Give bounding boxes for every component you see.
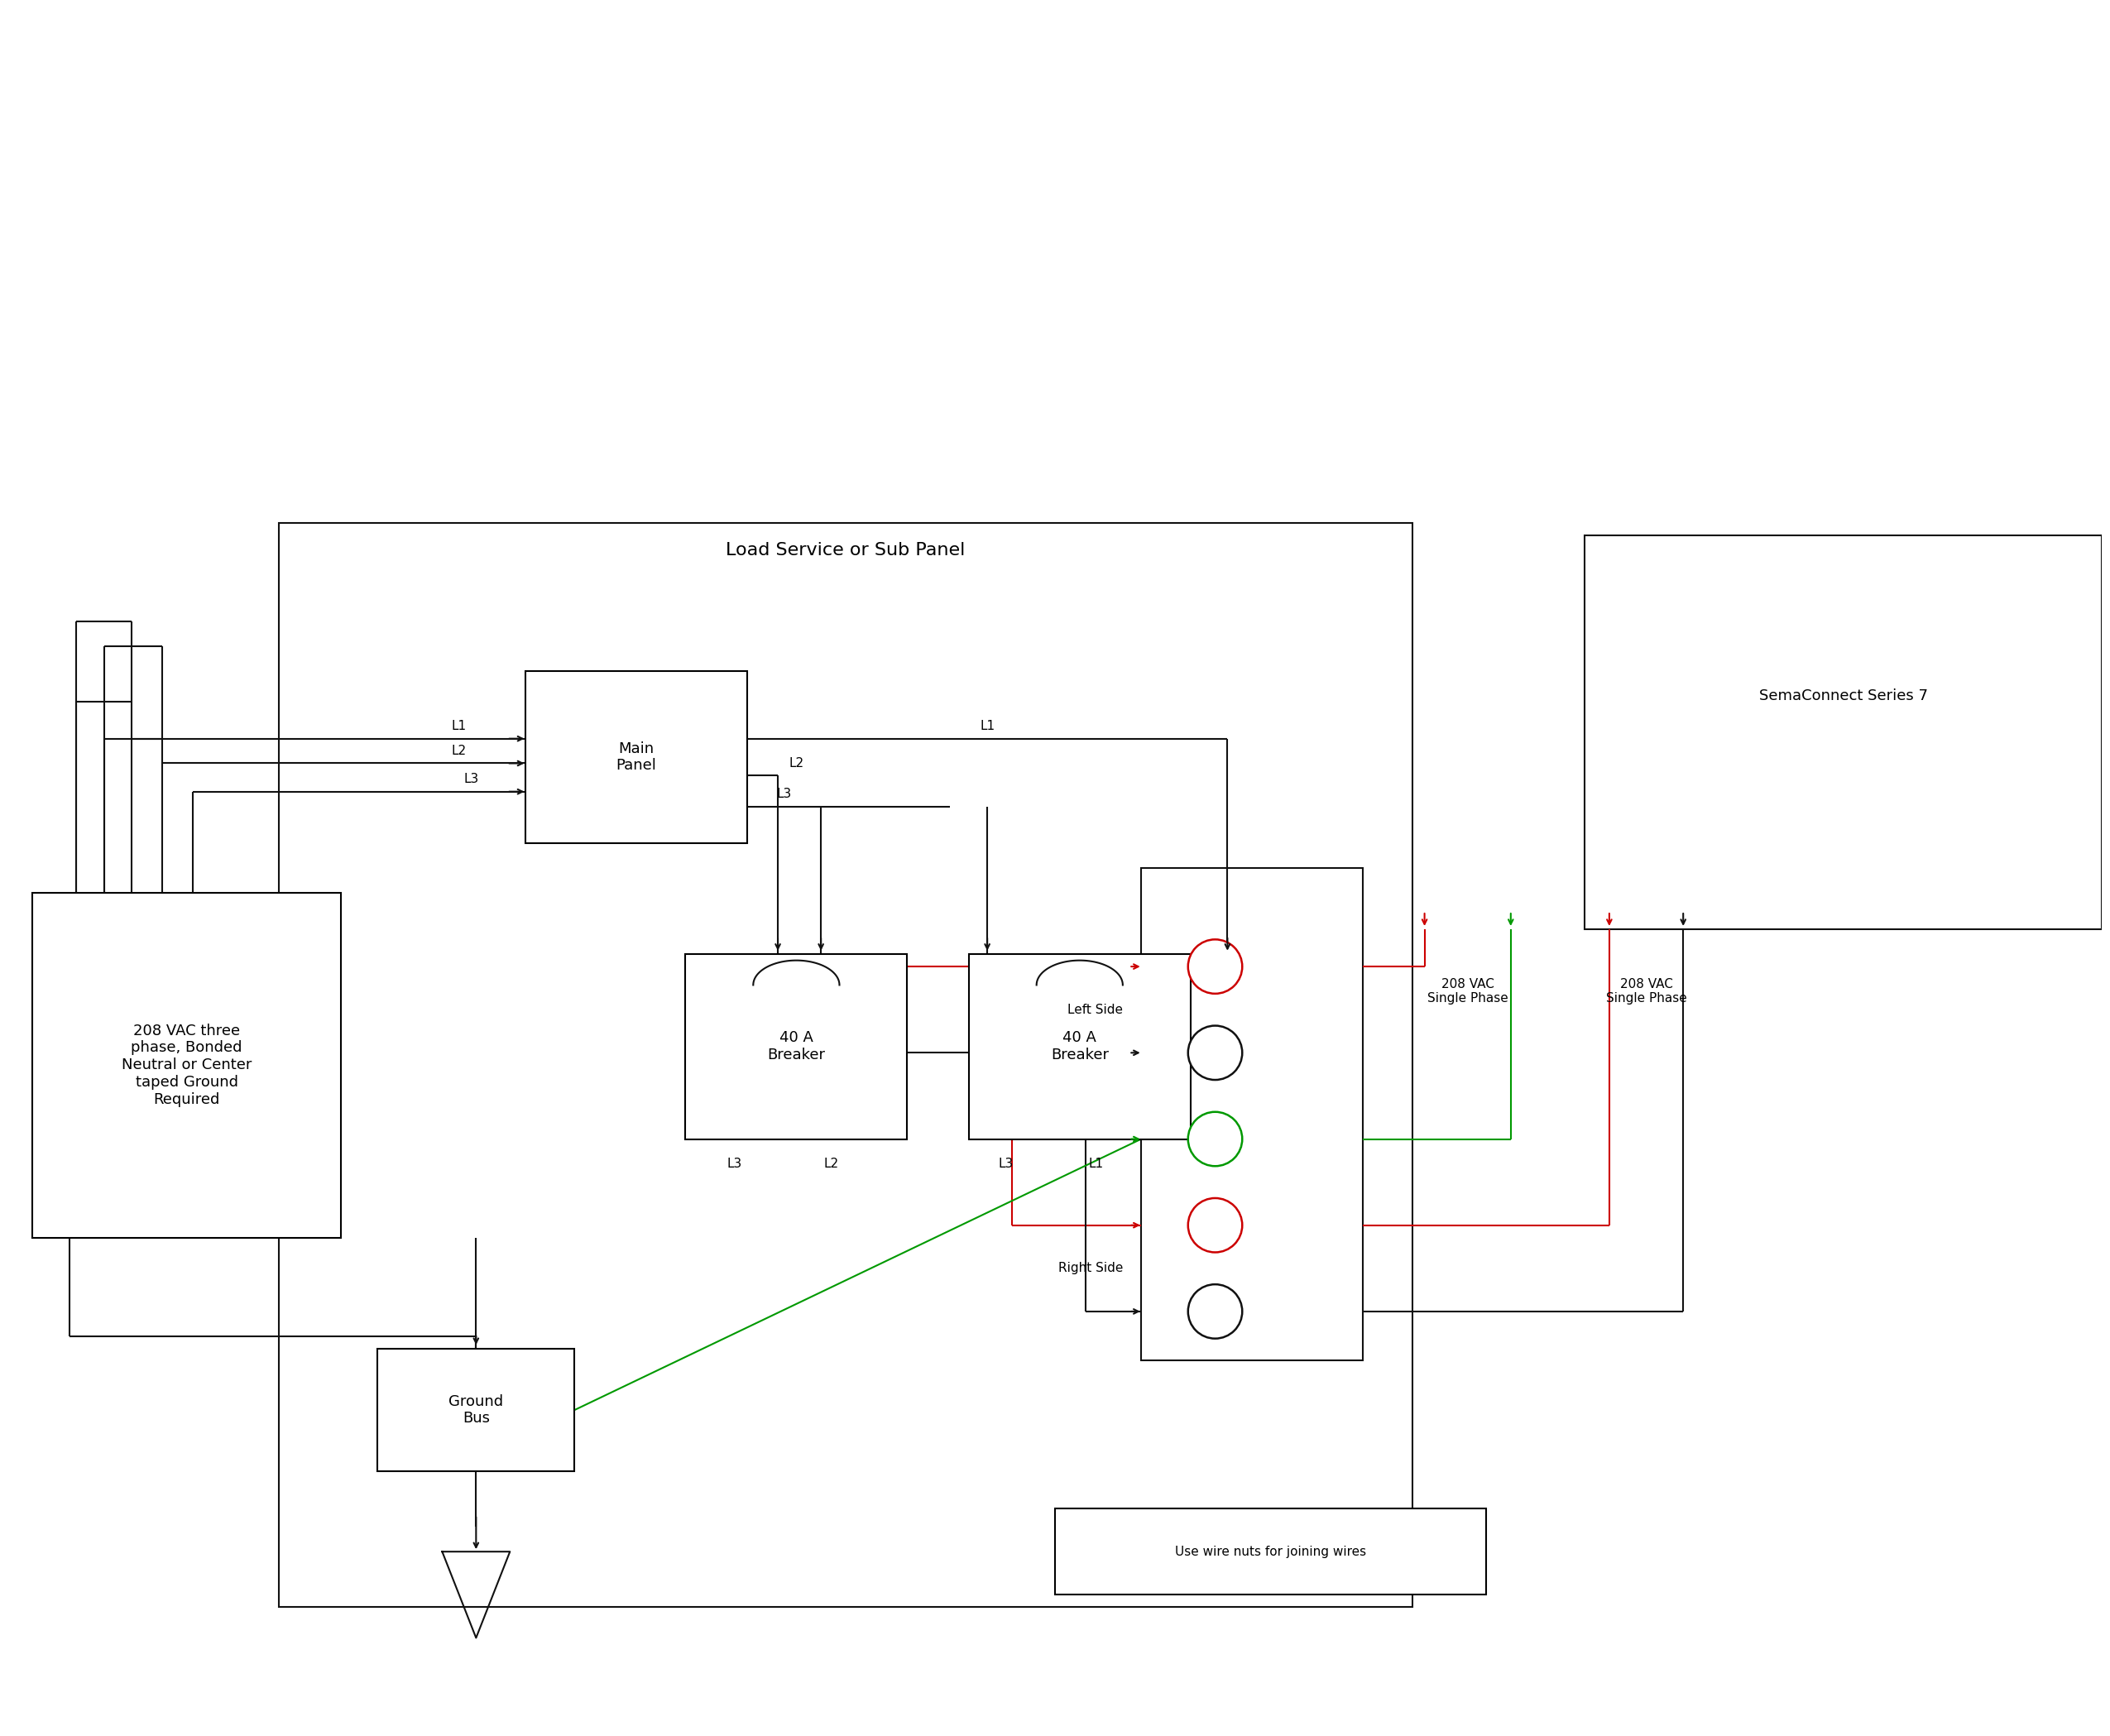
Bar (1055, 1509, 1485, 1595)
Circle shape (1188, 1198, 1243, 1252)
Bar (525, 670, 747, 844)
Text: L1: L1 (452, 720, 466, 733)
Text: L2: L2 (789, 757, 804, 769)
Text: Use wire nuts for joining wires: Use wire nuts for joining wires (1175, 1545, 1365, 1557)
Text: 40 A
Breaker: 40 A Breaker (768, 1031, 825, 1062)
Text: SemaConnect Series 7: SemaConnect Series 7 (1760, 687, 1929, 703)
Circle shape (1188, 939, 1243, 993)
Text: Left Side: Left Side (1068, 1003, 1123, 1016)
Circle shape (1188, 1111, 1243, 1167)
Text: L3: L3 (776, 788, 791, 800)
Bar (1585, 535, 2102, 929)
Bar (1142, 868, 1363, 1361)
Bar (279, 523, 1412, 1608)
Text: L3: L3 (998, 1158, 1013, 1170)
Text: 208 VAC three
phase, Bonded
Neutral or Center
taped Ground
Required: 208 VAC three phase, Bonded Neutral or C… (122, 1023, 251, 1108)
Circle shape (1188, 1285, 1243, 1338)
Text: L3: L3 (728, 1158, 743, 1170)
Text: Load Service or Sub Panel: Load Service or Sub Panel (726, 542, 964, 559)
Bar (968, 955, 1190, 1139)
Circle shape (1188, 1026, 1243, 1080)
Text: L2: L2 (823, 1158, 838, 1170)
Text: L1: L1 (1089, 1158, 1104, 1170)
Bar (32, 892, 340, 1238)
Text: L3: L3 (464, 773, 479, 785)
Text: Ground
Bus: Ground Bus (449, 1394, 504, 1425)
Bar (378, 1349, 574, 1472)
Text: L1: L1 (979, 720, 994, 733)
Text: 208 VAC
Single Phase: 208 VAC Single Phase (1426, 977, 1509, 1005)
Text: 208 VAC
Single Phase: 208 VAC Single Phase (1606, 977, 1686, 1005)
Text: Main
Panel: Main Panel (616, 741, 656, 773)
Text: L2: L2 (452, 745, 466, 757)
Text: Right Side: Right Side (1057, 1262, 1123, 1274)
Bar (686, 955, 907, 1139)
Text: 40 A
Breaker: 40 A Breaker (1051, 1031, 1108, 1062)
